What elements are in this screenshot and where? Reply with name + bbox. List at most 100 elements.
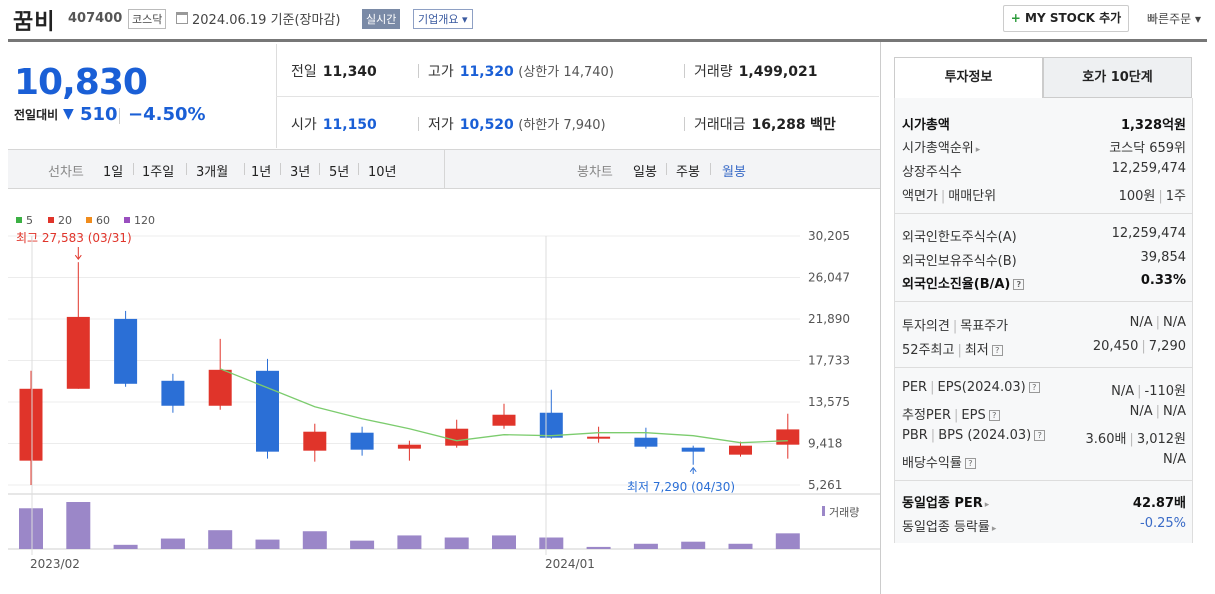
- candle-body: [681, 447, 705, 452]
- candle-body: [634, 437, 658, 447]
- period-1d[interactable]: 1일: [103, 165, 124, 180]
- volume-bar: [728, 543, 753, 549]
- legend-swatch: [86, 217, 92, 223]
- volume-bar: [66, 502, 91, 549]
- volume-bar: [539, 537, 564, 549]
- candlestick-chart[interactable]: 5 20 60 120 30,205 26,047 21,890 17,733 13,575 9,…: [0, 190, 880, 594]
- candle-body: [539, 412, 563, 438]
- help-icon: ?: [991, 345, 1003, 356]
- tab-order-book[interactable]: 호가 10단계: [1043, 57, 1192, 98]
- period-1y[interactable]: 1년: [251, 165, 272, 180]
- group-divider: [894, 301, 1193, 302]
- candle-body: [303, 431, 327, 451]
- candle-body: [445, 428, 469, 446]
- volume-bar: [444, 537, 469, 549]
- volume-bar: [302, 531, 327, 549]
- volume-bar: [492, 535, 516, 549]
- legend-swatch: [48, 217, 54, 223]
- corp-info-dropdown[interactable]: 기업개요 ▾: [413, 9, 473, 29]
- y-tick-label: 30,205: [808, 229, 850, 243]
- y-tick-label: 9,418: [808, 437, 842, 451]
- prev-close: 전일 11,340: [291, 64, 377, 80]
- candle-body: [161, 380, 185, 406]
- info-row-foreign-holding: 외국인보유주식수(B) 39,854: [902, 250, 1186, 269]
- quick-order-dropdown[interactable]: 빠른주문 ▾: [1147, 12, 1201, 26]
- info-row-foreign-ratio: 외국인소진율(B/A)? 0.33%: [902, 273, 1186, 292]
- candle-daily[interactable]: 일봉: [633, 165, 657, 180]
- info-row-pbr: PBR | BPS (2024.03)? 3.60배 | 3,012원: [902, 428, 1186, 447]
- info-row-est-per: 추정PER | EPS? N/A | N/A: [902, 404, 1186, 423]
- legend-label: 5: [26, 214, 33, 227]
- add-my-stock-button[interactable]: + MY STOCK 추가: [1003, 5, 1129, 32]
- chart-period-bar: 선차트 1일 1주일 3개월 1년 3년 5년 10년 봉차트 일봉 주봉 월봉: [8, 149, 880, 189]
- ma20-line: [219, 368, 788, 444]
- trade-amount: 거래대금 16,288 백만: [694, 117, 836, 133]
- candle-body: [776, 429, 800, 445]
- candle-body: [19, 388, 43, 461]
- legend-swatch: [16, 217, 22, 223]
- volume-bar: [397, 535, 422, 549]
- realtime-button[interactable]: 실시간: [362, 9, 401, 29]
- volume-bar: [19, 508, 43, 549]
- change-percent: −4.50%: [128, 104, 206, 125]
- candle-body: [66, 316, 90, 389]
- candle-body: [114, 318, 138, 384]
- period-5y[interactable]: 5년: [329, 165, 350, 180]
- metric-sep: [418, 117, 419, 131]
- volume-legend-label: 거래량: [829, 506, 859, 519]
- info-row-sector-per[interactable]: 동일업종 PER ▸ 42.87배: [902, 496, 1186, 511]
- down-arrow-icon: ▼: [63, 106, 74, 122]
- volume-bar: [255, 539, 280, 549]
- period-divider: [444, 150, 445, 188]
- candle-monthly[interactable]: 월봉: [722, 165, 746, 180]
- period-3m[interactable]: 3개월: [196, 165, 229, 180]
- candle-body: [492, 414, 516, 426]
- candle-body: [350, 432, 374, 450]
- info-row-sector-change[interactable]: 동일업종 등락률 ▸ -0.25%: [902, 516, 1186, 535]
- info-row-par-value: 액면가 | 매매단위 100원 | 1주: [902, 189, 1186, 204]
- investment-info-panel: [894, 98, 1193, 543]
- stock-header: 꿈비 407400 코스닥 2024.06.19 기준(장마감) 실시간 기업개…: [0, 0, 1215, 40]
- volume-bar: [208, 530, 233, 549]
- y-tick-label: 26,047: [808, 271, 850, 285]
- legend-label: 120: [134, 214, 155, 227]
- group-divider: [894, 480, 1193, 481]
- change-divider: [119, 108, 120, 124]
- volume-legend-swatch: [822, 506, 825, 516]
- volume-bar: [350, 540, 375, 549]
- header-divider: [8, 39, 1207, 42]
- change-label: 전일대비: [14, 108, 59, 122]
- volume-bar: [586, 546, 611, 549]
- candle-body: [256, 370, 279, 452]
- y-tick-label: 21,890: [808, 312, 850, 326]
- stock-code: 407400: [68, 11, 123, 26]
- low-price: 저가 10,520 (하한가 7,940): [428, 117, 606, 133]
- info-row-dividend: 배당수익률? N/A: [902, 452, 1186, 471]
- volume-bar: [160, 538, 185, 549]
- period-1w[interactable]: 1주일: [142, 165, 175, 180]
- group-divider: [894, 213, 1193, 214]
- legend-label: 60: [96, 214, 110, 227]
- period-3y[interactable]: 3년: [290, 165, 311, 180]
- calendar-icon: [176, 12, 188, 24]
- y-tick-label: 5,261: [808, 478, 842, 492]
- period-10y[interactable]: 10년: [368, 165, 397, 180]
- info-row-opinion: 투자의견 | 목표주가 N/A | N/A: [902, 315, 1186, 334]
- open-price: 시가 11,150: [291, 117, 377, 133]
- line-chart-label: 선차트: [48, 165, 84, 180]
- add-my-stock-label: MY STOCK 추가: [1020, 11, 1122, 25]
- help-icon: ?: [1013, 279, 1025, 290]
- base-date: 2024.06.19 기준(장마감): [192, 13, 341, 28]
- candle-chart-label: 봉차트: [577, 165, 613, 180]
- info-row-market-cap-rank[interactable]: 시가총액순위 ▸ 코스닥 659위: [902, 141, 1186, 156]
- metric-sep: [418, 64, 419, 78]
- metric-row-line: [276, 96, 879, 97]
- high-annotation: 최고 27,583 (03/31): [16, 231, 132, 245]
- help-icon: ?: [964, 458, 976, 469]
- y-tick-label: 17,733: [808, 354, 850, 368]
- candle-weekly[interactable]: 주봉: [676, 165, 700, 180]
- help-icon: ?: [1028, 382, 1040, 393]
- plus-icon: +: [1010, 11, 1021, 25]
- info-row-52week: 52주최고 | 최저? 20,450 | 7,290: [902, 339, 1186, 358]
- tab-investment-info[interactable]: 투자정보: [894, 57, 1043, 98]
